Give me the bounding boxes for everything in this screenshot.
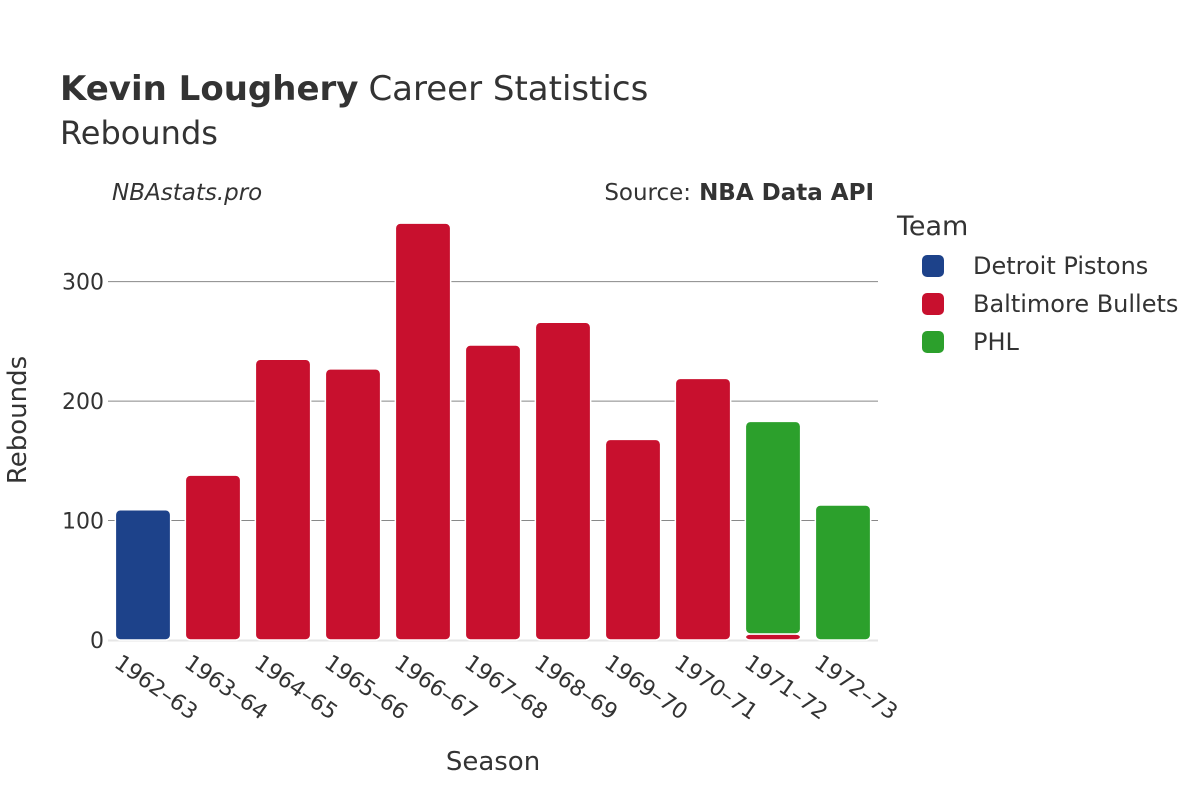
legend-entry: Detroit Pistons	[973, 252, 1148, 280]
chart-subtitle: Rebounds	[60, 114, 218, 152]
bar-1969–70-baltimore-bullets	[604, 438, 662, 641]
bar-1970–71-baltimore-bullets	[674, 377, 732, 641]
bar-1971–72-phl	[744, 420, 802, 635]
legend-entry: Baltimore Bullets	[973, 290, 1178, 318]
bar-1963–64-baltimore-bullets	[184, 474, 242, 641]
chart-title: Kevin Loughery Career Statistics	[60, 69, 648, 109]
title-rest: Career Statistics	[368, 69, 648, 109]
bar-1966–67-baltimore-bullets	[394, 222, 452, 641]
bar-1967–68-baltimore-bullets	[464, 344, 522, 641]
bar-1965–66-baltimore-bullets	[324, 368, 382, 641]
bars	[114, 222, 872, 641]
y-axis-ticks: 0 100 200 300	[62, 271, 104, 654]
x-axis-title: Season	[446, 747, 540, 777]
y-tick-label: 100	[62, 510, 104, 535]
legend: Detroit Pistons Baltimore Bullets PHL	[922, 252, 1178, 356]
bar-1972–73-phl	[814, 504, 872, 641]
bar-1962–63-detroit-pistons	[114, 509, 172, 641]
x-axis-ticks: 1962–631963–641964–651965–661966–671967–…	[110, 650, 902, 725]
y-tick-label: 200	[62, 390, 104, 415]
bar-1964–65-baltimore-bullets	[254, 358, 312, 641]
source-value: NBA Data API	[699, 180, 874, 206]
bar-1968–69-baltimore-bullets	[534, 321, 592, 641]
title-bold: Kevin Loughery	[60, 69, 358, 109]
y-tick-label: 300	[62, 271, 104, 296]
source-prefix: Source:	[604, 180, 691, 206]
legend-swatch	[922, 293, 944, 315]
bar-1971–72-baltimore-bullets	[744, 633, 802, 641]
source-label: Source: NBA Data API	[604, 180, 874, 206]
y-tick-label: 0	[90, 629, 104, 654]
legend-title: Team	[896, 211, 968, 242]
site-label: NBAstats.pro	[112, 180, 262, 206]
legend-entry: PHL	[973, 328, 1020, 356]
y-axis-title: Rebounds	[3, 356, 33, 484]
legend-swatch	[922, 255, 944, 277]
legend-swatch	[922, 331, 944, 353]
